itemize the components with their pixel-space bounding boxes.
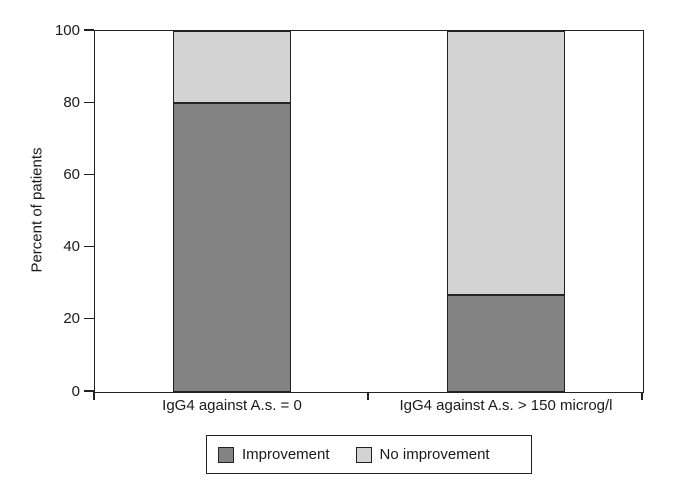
bar-segment-improvement <box>447 294 565 392</box>
x-tick-mark <box>367 392 369 401</box>
y-tick-mark <box>84 390 94 392</box>
bar-segment-no-improvement <box>447 31 565 295</box>
legend-entry-improvement: Improvement <box>218 446 330 463</box>
y-tick-mark <box>84 318 94 320</box>
bar-igg4-zero <box>173 31 291 392</box>
y-tick-mark <box>84 173 94 176</box>
x-category-label-igg4-zero: IgG4 against A.s. = 0 <box>162 397 302 414</box>
y-tick-mark <box>84 29 94 31</box>
legend-swatch-no-improvement <box>355 446 372 463</box>
legend-label-improvement: Improvement <box>242 446 330 463</box>
bar-segment-improvement <box>173 103 291 392</box>
y-tick-label: 20 <box>63 310 80 328</box>
x-tick-mark <box>641 392 643 401</box>
legend: Improvement No improvement <box>206 435 532 474</box>
legend-swatch-improvement <box>218 446 234 463</box>
legend-entry-no-improvement: No improvement <box>355 446 490 463</box>
y-tick-label: 80 <box>63 93 80 111</box>
y-tick-label: 0 <box>71 382 80 400</box>
y-tick-label: 60 <box>63 165 80 183</box>
bar-segment-no-improvement <box>173 31 291 104</box>
y-tick-label: 100 <box>54 21 80 39</box>
legend-label-no-improvement: No improvement <box>379 446 490 463</box>
y-tick-mark <box>84 245 94 248</box>
y-tick-label: 40 <box>63 238 80 256</box>
x-tick-mark <box>93 392 95 401</box>
y-tick-mark <box>84 101 94 103</box>
plot-area <box>94 30 644 393</box>
bar-igg4-over-150 <box>447 31 565 392</box>
x-category-label-igg4-over-150: IgG4 against A.s. > 150 microg/l <box>399 397 613 414</box>
